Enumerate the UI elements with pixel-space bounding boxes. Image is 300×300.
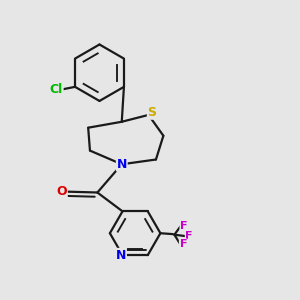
Text: Cl: Cl — [50, 83, 63, 96]
Text: O: O — [56, 185, 67, 198]
Text: F: F — [179, 239, 187, 249]
Text: N: N — [116, 249, 126, 262]
Text: F: F — [185, 231, 193, 241]
Text: N: N — [117, 158, 127, 171]
Text: S: S — [148, 106, 157, 119]
Text: F: F — [180, 221, 188, 231]
